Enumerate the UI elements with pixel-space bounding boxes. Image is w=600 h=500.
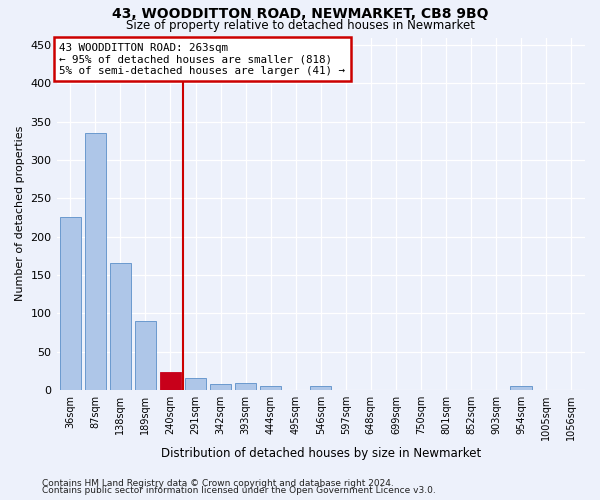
Bar (85, 133, 106, 390)
Text: 43, WOODDITTON ROAD, NEWMARKET, CB8 9BQ: 43, WOODDITTON ROAD, NEWMARKET, CB8 9BQ (112, 6, 488, 20)
Bar (135, 321, 156, 390)
Y-axis label: Number of detached properties: Number of detached properties (15, 126, 25, 302)
Text: 43 WOODDITTON ROAD: 263sqm
← 95% of detached houses are smaller (818)
5% of semi: 43 WOODDITTON ROAD: 263sqm ← 95% of deta… (59, 43, 345, 76)
Text: Size of property relative to detached houses in Newmarket: Size of property relative to detached ho… (125, 18, 475, 32)
Bar (185, 378, 206, 390)
Bar (260, 386, 281, 390)
Bar (110, 264, 131, 390)
Bar (235, 383, 256, 390)
Bar (511, 386, 532, 390)
Bar (160, 372, 181, 390)
Bar (59, 216, 81, 390)
Text: Contains HM Land Registry data © Crown copyright and database right 2024.: Contains HM Land Registry data © Crown c… (42, 478, 394, 488)
Text: Contains public sector information licensed under the Open Government Licence v3: Contains public sector information licen… (42, 486, 436, 495)
Bar (310, 386, 331, 390)
Bar (210, 384, 231, 390)
X-axis label: Distribution of detached houses by size in Newmarket: Distribution of detached houses by size … (161, 447, 481, 460)
